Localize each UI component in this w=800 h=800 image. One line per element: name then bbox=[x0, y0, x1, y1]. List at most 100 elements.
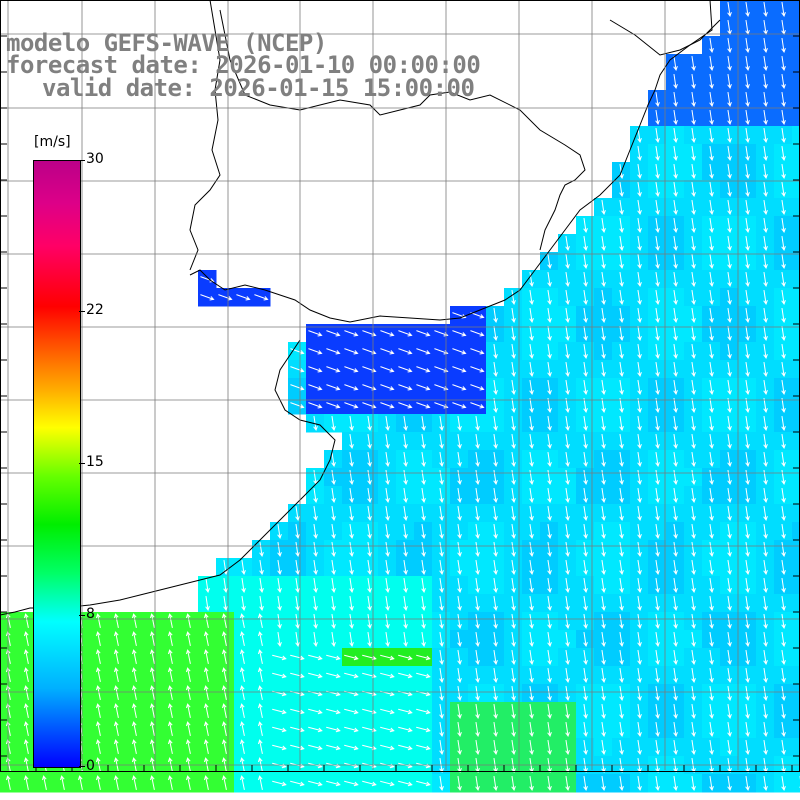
wind-arrow bbox=[326, 726, 341, 733]
wind-arrow bbox=[673, 272, 678, 287]
wind-arrow bbox=[452, 348, 467, 355]
wind-arrow bbox=[547, 470, 552, 485]
wind-arrow bbox=[601, 506, 606, 521]
wind-arrow bbox=[781, 542, 786, 557]
wind-arrow bbox=[113, 667, 119, 682]
wind-arrow bbox=[380, 366, 395, 373]
wind-arrow bbox=[416, 780, 431, 787]
wind-arrow bbox=[781, 560, 786, 575]
colorbar-tickmark bbox=[79, 463, 85, 464]
wind-arrow bbox=[781, 74, 786, 89]
wind-arrow bbox=[655, 344, 660, 359]
wind-arrow bbox=[781, 2, 786, 17]
wind-arrow bbox=[457, 722, 462, 737]
wind-cell bbox=[792, 0, 800, 19]
wind-arrow bbox=[367, 416, 372, 431]
wind-arrow bbox=[308, 726, 323, 733]
wind-arrow bbox=[385, 614, 390, 629]
wind-arrow bbox=[511, 740, 516, 755]
wind-arrow bbox=[727, 776, 732, 791]
wind-arrow bbox=[601, 632, 606, 647]
wind-arrow bbox=[727, 110, 732, 125]
wind-arrow bbox=[493, 560, 498, 575]
wind-arrow bbox=[727, 542, 732, 557]
wind-arrow bbox=[416, 402, 431, 409]
wind-arrow bbox=[709, 92, 714, 107]
wind-arrow bbox=[601, 218, 606, 233]
wind-arrow bbox=[781, 488, 786, 503]
wind-arrow bbox=[331, 614, 336, 629]
wind-arrow bbox=[295, 506, 300, 521]
wind-arrow bbox=[727, 290, 732, 305]
wind-arrow bbox=[601, 452, 606, 467]
wind-arrow bbox=[583, 488, 588, 503]
wind-arrow bbox=[259, 560, 264, 575]
wind-arrow bbox=[655, 200, 660, 215]
wind-arrow bbox=[475, 470, 480, 485]
wind-arrow bbox=[565, 614, 570, 629]
wind-arrow bbox=[385, 488, 390, 503]
wind-arrow bbox=[763, 128, 768, 143]
wind-arrow bbox=[493, 650, 498, 665]
wind-arrow bbox=[565, 416, 570, 431]
wind-arrow bbox=[439, 434, 444, 449]
wind-arrow bbox=[781, 416, 786, 431]
wind-arrow bbox=[781, 686, 786, 701]
wind-cell bbox=[792, 468, 800, 487]
wind-arrow bbox=[470, 330, 485, 337]
wind-arrow bbox=[637, 452, 642, 467]
wind-arrow bbox=[493, 506, 498, 521]
wind-arrow bbox=[241, 560, 246, 575]
wind-arrow bbox=[691, 254, 696, 269]
wind-arrow bbox=[380, 708, 395, 715]
wind-cell bbox=[792, 432, 800, 451]
wind-arrow bbox=[241, 596, 246, 611]
wind-arrow bbox=[745, 56, 750, 71]
wind-arrow bbox=[637, 416, 642, 431]
lat-lon-grid bbox=[0, 0, 800, 772]
wind-arrow bbox=[113, 685, 119, 700]
wind-arrow bbox=[583, 218, 588, 233]
wind-arrow bbox=[257, 649, 263, 664]
wind-arrow bbox=[295, 560, 300, 575]
wind-arrow bbox=[439, 722, 444, 737]
wind-arrow bbox=[131, 703, 137, 718]
wind-arrow bbox=[367, 578, 372, 593]
wind-arrow bbox=[529, 722, 534, 737]
wind-arrow bbox=[601, 560, 606, 575]
wind-arrow bbox=[709, 416, 714, 431]
wind-arrow bbox=[709, 632, 714, 647]
wind-arrow bbox=[23, 775, 29, 790]
wind-arrow bbox=[727, 236, 732, 251]
wind-arrow bbox=[727, 596, 732, 611]
wind-arrow bbox=[691, 560, 696, 575]
wind-arrow bbox=[239, 649, 245, 664]
wind-arrow bbox=[727, 632, 732, 647]
wind-arrow bbox=[511, 578, 516, 593]
wind-arrow bbox=[619, 182, 624, 197]
model-title: modelo GEFS-WAVE (NCEP) bbox=[6, 29, 327, 57]
wind-arrow bbox=[673, 218, 678, 233]
wind-cell bbox=[792, 738, 800, 757]
wind-arrow bbox=[239, 721, 245, 736]
wind-arrow bbox=[637, 146, 642, 161]
wind-arrow bbox=[367, 452, 372, 467]
wind-arrow bbox=[367, 560, 372, 575]
wind-arrow bbox=[673, 254, 678, 269]
wind-arrow bbox=[673, 470, 678, 485]
wind-arrow bbox=[367, 524, 372, 539]
wind-arrow bbox=[493, 362, 498, 377]
wind-arrow bbox=[529, 668, 534, 683]
wind-arrow bbox=[167, 721, 173, 736]
wind-arrow bbox=[727, 704, 732, 719]
wind-arrow bbox=[326, 330, 341, 337]
wind-arrow bbox=[416, 726, 431, 733]
wind-arrow bbox=[470, 366, 485, 373]
wind-arrow bbox=[601, 416, 606, 431]
wind-arrow bbox=[691, 524, 696, 539]
wind-arrow bbox=[763, 164, 768, 179]
wind-arrow bbox=[673, 182, 678, 197]
wind-arrow bbox=[745, 632, 750, 647]
wind-arrow bbox=[511, 290, 516, 305]
wind-arrow bbox=[565, 380, 570, 395]
